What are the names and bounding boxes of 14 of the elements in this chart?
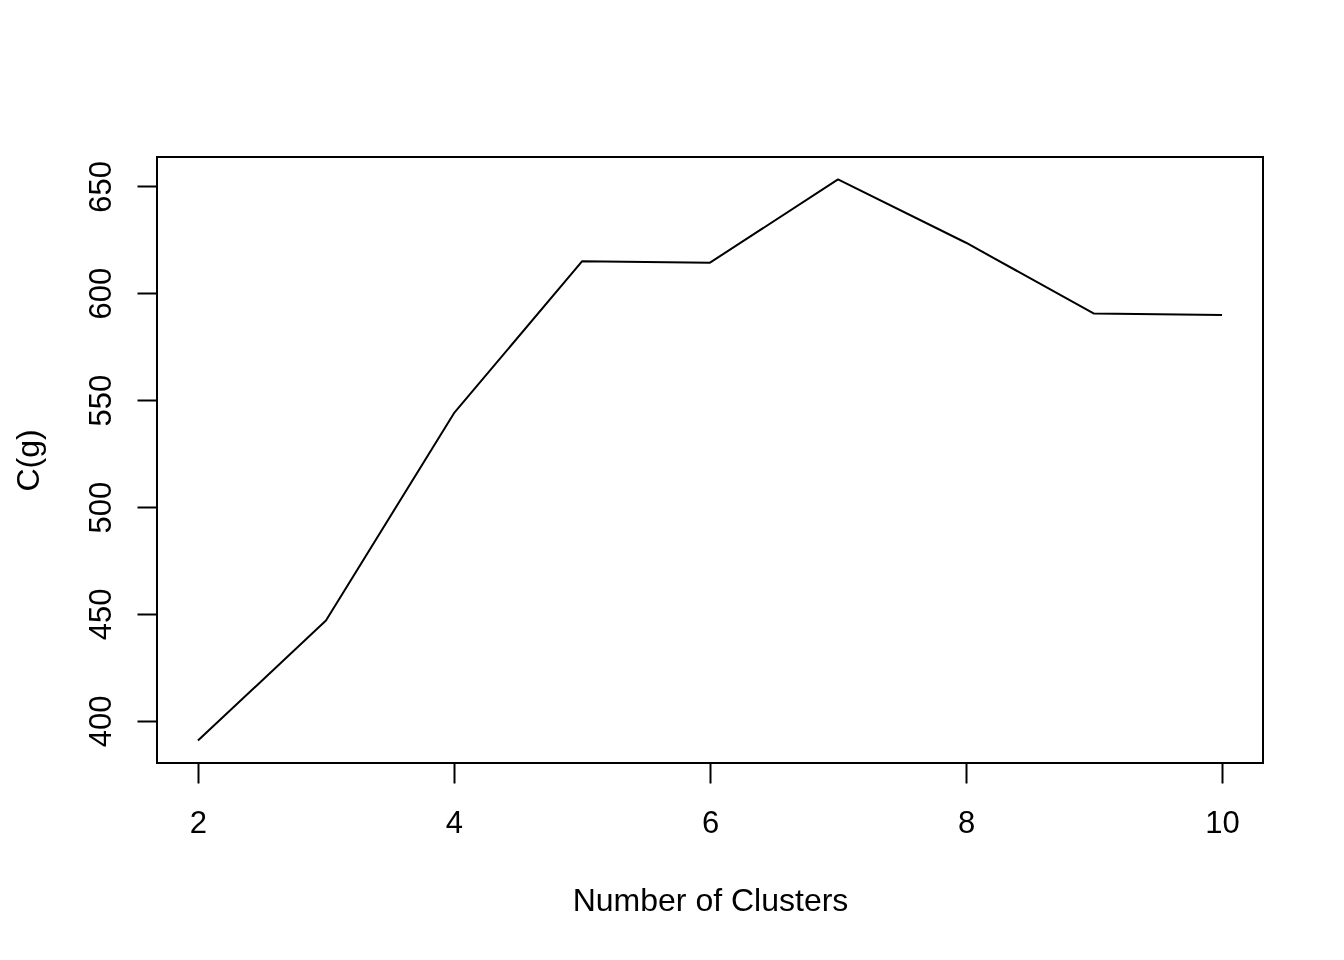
line-series <box>196 178 1224 742</box>
y-tick-label: 500 <box>82 481 118 534</box>
y-tick-label: 650 <box>82 160 118 213</box>
x-tick-label: 6 <box>701 804 720 840</box>
y-tick-label: 600 <box>82 267 118 320</box>
x-tick-label: 8 <box>957 804 976 840</box>
x-tick-label: 4 <box>445 804 464 840</box>
y-tick-label: 550 <box>82 374 118 427</box>
x-axis-title: Number of Clusters <box>572 881 849 918</box>
y-axis-title: C(g) <box>9 429 46 492</box>
x-tick-label: 2 <box>189 804 208 840</box>
y-tick-label: 450 <box>82 588 118 641</box>
x-tick-label: 10 <box>1205 804 1240 840</box>
y-tick-label: 400 <box>82 695 118 748</box>
